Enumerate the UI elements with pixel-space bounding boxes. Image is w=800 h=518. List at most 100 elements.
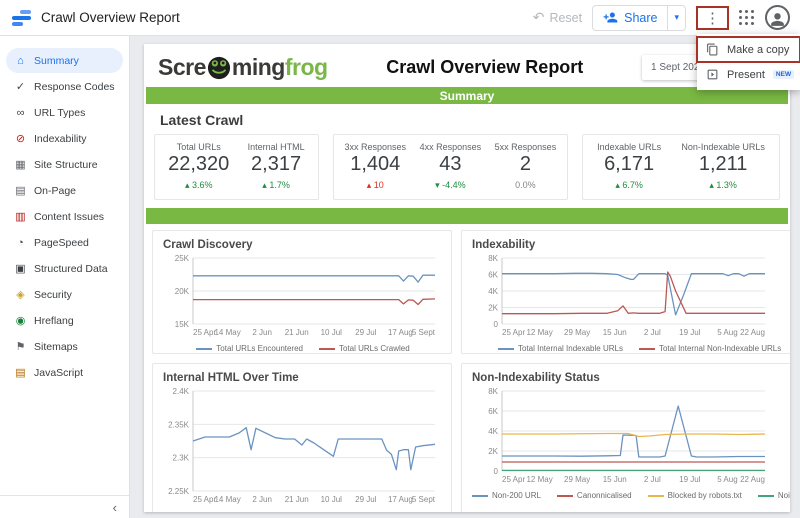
reset-button[interactable]: ↶ Reset <box>533 9 582 26</box>
data-studio-logo-icon[interactable] <box>12 9 31 26</box>
menu-item-make-a-copy[interactable]: Make a copy <box>696 36 800 63</box>
crawl-discovery-chart[interactable]: 15K 20K 25K 25 Apr 14 May 2 Jun 21 Jun 10 Jul 29… <box>163 253 443 342</box>
page-title: Crawl Overview Report <box>386 57 584 77</box>
svg-text:29 Jul: 29 Jul <box>355 495 377 504</box>
person-icon <box>771 13 784 26</box>
document-title: Crawl Overview Report <box>41 10 180 25</box>
chart-card-non-indexability-status: Non-Indexability Status 0 2K 4K 6K 8K 25 Apr 1… <box>461 363 790 512</box>
more-options-button[interactable]: ⋮ <box>705 9 720 27</box>
svg-text:6K: 6K <box>488 271 498 280</box>
metric-5xx-responses: 5xx Responses 2 0.0% <box>494 142 557 190</box>
share-caret-button[interactable]: ▾ <box>667 5 685 30</box>
svg-text:2.25K: 2.25K <box>168 487 190 496</box>
delta-badge: 0.0% <box>515 180 536 190</box>
chart-title: Crawl Discovery <box>163 239 253 251</box>
svg-text:4K: 4K <box>488 287 498 296</box>
svg-text:10 Jul: 10 Jul <box>321 328 343 337</box>
avatar[interactable] <box>765 5 790 30</box>
scorecard-urls: Total URLs 22,320 ▴ 3.6% Internal HTML 2… <box>154 134 319 200</box>
scorecard-responses: 3xx Responses 1,404 ▴ 10 4xx Responses 4… <box>332 134 568 200</box>
delta-badge: ▴ 1.7% <box>262 180 290 190</box>
svg-text:25 Apr: 25 Apr <box>193 495 216 504</box>
svg-text:14 May: 14 May <box>214 495 240 504</box>
svg-text:25 Apr: 25 Apr <box>502 328 525 337</box>
section-bar: Summary <box>146 87 788 104</box>
svg-text:2.3K: 2.3K <box>173 454 190 463</box>
scorecard-indexability: Indexable URLs 6,171 ▴ 6.7% Non-Indexabl… <box>581 134 780 200</box>
menu-item-present[interactable]: Present NEW <box>697 62 800 87</box>
link-icon: ∞ <box>16 106 25 119</box>
share-button[interactable]: Share ▾ <box>592 4 686 31</box>
chart-title: Indexability <box>472 239 536 251</box>
site-structure-icon: ▦ <box>15 159 26 171</box>
svg-text:14 May: 14 May <box>214 328 240 337</box>
svg-text:21 Jun: 21 Jun <box>285 328 309 337</box>
present-icon <box>707 69 718 80</box>
svg-text:8K: 8K <box>488 254 498 263</box>
latest-crawl-heading: Latest Crawl <box>160 112 244 128</box>
delta-badge: ▴ 6.7% <box>615 180 643 190</box>
sidebar-item-summary[interactable]: ⌂ Summary <box>6 48 123 73</box>
apps-grid-icon[interactable] <box>739 9 755 26</box>
svg-text:29 May: 29 May <box>564 475 590 484</box>
svg-text:10 Jul: 10 Jul <box>321 495 343 504</box>
svg-text:5 Aug: 5 Aug <box>717 328 737 337</box>
book-icon: ▥ <box>15 211 26 223</box>
indexability-chart[interactable]: 0 2K 4K 6K 8K 25 Apr 12 May 29 May 15 Jun 2 Jul 19… <box>472 253 790 342</box>
chart-card-internal-html-over-time: Internal HTML Over Time 2.25K 2.3K 2.35K 2.… <box>152 363 452 512</box>
svg-text:20K: 20K <box>175 287 190 296</box>
chart-card-indexability: Indexability 0 2K 4K 6K 8K 25 Apr 12 May 29 May… <box>461 230 790 354</box>
svg-text:2 Jun: 2 Jun <box>252 328 272 337</box>
scorecards-row: Total URLs 22,320 ▴ 3.6% Internal HTML 2… <box>144 134 790 200</box>
delta-badge: ▴ 3.6% <box>184 180 213 190</box>
svg-text:15 Jun: 15 Jun <box>603 328 627 337</box>
lock-icon: ◈ <box>16 289 25 301</box>
svg-text:17 Aug: 17 Aug <box>388 328 413 337</box>
svg-text:22 Aug: 22 Aug <box>740 475 765 484</box>
svg-text:12 May: 12 May <box>526 328 552 337</box>
charts-grid: Crawl Discovery 15K 20K 25K 25 Apr 14 May 2 J… <box>144 230 790 512</box>
section-divider-bar <box>146 208 788 224</box>
metric-non-indexable-urls: Non-Indexable URLs 1,211 ▴ 1.3% <box>681 142 765 190</box>
flag-icon: ⚑ <box>15 341 26 353</box>
svg-text:5 Sept: 5 Sept <box>412 495 436 504</box>
svg-text:8K: 8K <box>488 387 498 396</box>
sidebar-item-structured-data[interactable]: ▣ Structured Data <box>15 262 108 276</box>
sidebar-item-on-page[interactable]: ▤ On-Page <box>15 184 77 198</box>
sidebar-item-hreflang[interactable]: ◉ Hreflang <box>15 314 74 328</box>
top-app-bar: Crawl Overview Report ↶ Reset Share ▾ ⋮ <box>0 0 800 36</box>
sidebar-item-content-issues[interactable]: ▥ Content Issues <box>15 210 105 224</box>
sidebar-item-response-codes[interactable]: ✓ Response Codes <box>15 80 115 94</box>
internal-html-over-time-chart[interactable]: 2.25K 2.3K 2.35K 2.4K 25 Apr 14 May 2 Jun 21 Ju… <box>163 386 443 509</box>
new-badge: NEW <box>772 70 795 79</box>
sidebar-item-url-types[interactable]: ∞ URL Types <box>6 100 123 125</box>
copy-icon <box>707 43 718 56</box>
svg-text:2 Jul: 2 Jul <box>644 475 661 484</box>
svg-text:25K: 25K <box>175 254 190 263</box>
chart-title: Non-Indexability Status <box>472 372 600 384</box>
collapse-sidebar-button[interactable]: ‹ <box>112 499 117 515</box>
svg-text:0: 0 <box>494 320 499 329</box>
more-options-menu: Make a copy Present NEW <box>696 34 800 90</box>
svg-text:2 Jul: 2 Jul <box>644 328 661 337</box>
svg-text:5 Sept: 5 Sept <box>412 328 436 337</box>
non-indexability-status-chart[interactable]: 0 2K 4K 6K 8K 25 Apr 12 May 29 May 15 Jun 2 Jul 19… <box>472 386 790 489</box>
svg-text:17 Aug: 17 Aug <box>388 495 413 504</box>
sidebar-item-javascript[interactable]: ▤ JavaScript <box>15 366 84 380</box>
sidebar-item-site-structure[interactable]: ▦ Site Structure <box>15 158 98 172</box>
sidebar-item-pagespeed[interactable]: ◔ PageSpeed <box>6 230 123 255</box>
svg-text:6K: 6K <box>488 407 498 416</box>
sidebar-item-indexability[interactable]: ⊘ Indexability <box>15 132 87 146</box>
delta-badge: ▴ 10 <box>366 180 384 190</box>
chart-legend: Total URLs Encountered Total URLs Crawled <box>163 342 443 355</box>
svg-text:5 Aug: 5 Aug <box>717 475 737 484</box>
sidebar-item-sitemaps[interactable]: ⚑ Sitemaps <box>15 340 78 354</box>
svg-text:0: 0 <box>494 467 499 476</box>
page-icon: ▤ <box>15 185 26 197</box>
svg-text:4K: 4K <box>488 427 498 436</box>
chart-card-crawl-discovery: Crawl Discovery 15K 20K 25K 25 Apr 14 May 2 J… <box>152 230 452 354</box>
svg-text:2.4K: 2.4K <box>173 387 190 396</box>
sidebar-item-security[interactable]: ◈ Security <box>6 282 123 307</box>
chart-legend <box>163 509 443 512</box>
svg-text:19 Jul: 19 Jul <box>679 328 701 337</box>
